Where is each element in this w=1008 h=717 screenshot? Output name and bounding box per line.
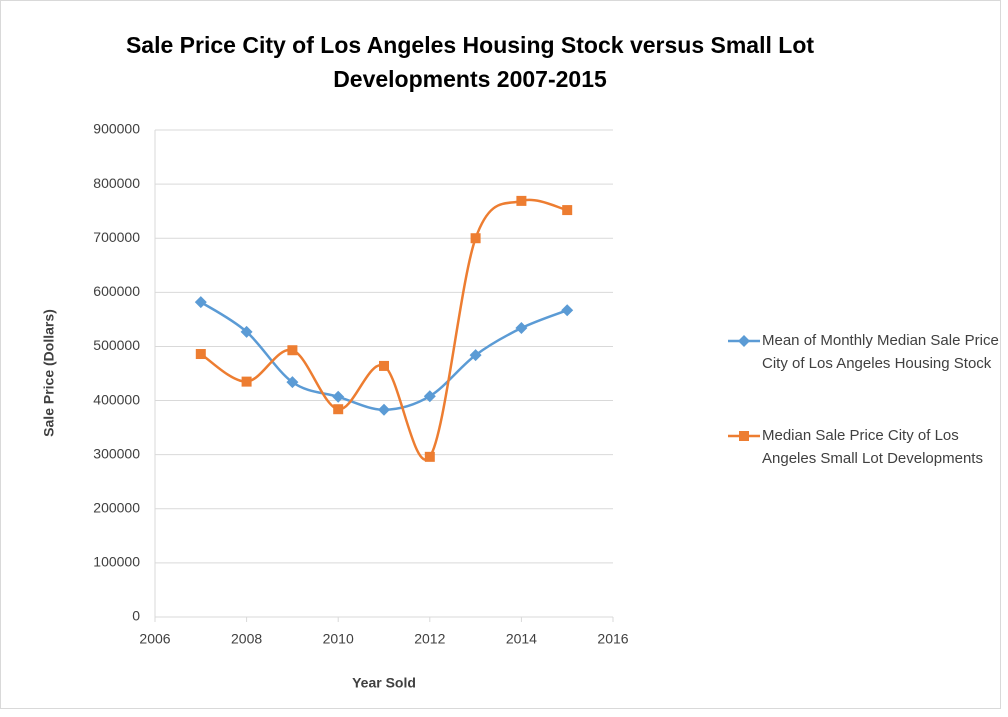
data-point <box>470 233 481 244</box>
data-point <box>332 390 345 403</box>
data-point <box>286 376 299 389</box>
data-point <box>241 376 252 387</box>
data-point <box>561 304 574 317</box>
y-tick-label: 200000 <box>93 499 140 515</box>
data-point <box>194 296 207 309</box>
y-tick-label: 300000 <box>93 445 140 461</box>
series-line <box>200 198 568 461</box>
legend-marker <box>738 335 750 347</box>
data-point <box>378 403 390 416</box>
x-tick-label: 2006 <box>139 631 170 647</box>
x-axis-label: Year Sold <box>352 675 416 691</box>
y-axis-label: Sale Price (Dollars) <box>41 309 57 437</box>
data-point <box>195 349 206 360</box>
data-point <box>516 195 527 206</box>
y-tick-label: 800000 <box>93 175 140 191</box>
y-tick-label: 100000 <box>93 554 140 570</box>
data-point <box>240 325 253 338</box>
x-tick-label: 2016 <box>597 631 628 647</box>
y-tick-label: 900000 <box>93 121 140 137</box>
data-point <box>333 404 344 415</box>
x-tick-label: 2010 <box>323 631 354 647</box>
data-point <box>469 349 482 362</box>
x-tick-label: 2012 <box>414 631 445 647</box>
data-point <box>424 451 435 462</box>
data-point <box>515 322 528 335</box>
legend-label: Mean of Monthly Median Sale Price City o… <box>762 332 999 372</box>
legend-marker <box>739 431 749 441</box>
data-point <box>287 345 298 356</box>
y-tick-label: 500000 <box>93 337 140 353</box>
y-tick-label: 400000 <box>93 391 140 407</box>
data-point <box>423 390 436 403</box>
chart-title: Sale Price City of Los Angeles Housing S… <box>125 32 815 92</box>
data-point <box>562 205 573 216</box>
x-tick-label: 2008 <box>231 631 262 647</box>
y-tick-label: 0 <box>132 608 140 624</box>
x-tick-label: 2014 <box>506 631 537 647</box>
y-tick-label: 700000 <box>93 229 140 245</box>
data-point <box>379 360 389 371</box>
legend-label: Median Sale Price City of Los Angeles Sm… <box>762 427 983 467</box>
y-tick-label: 600000 <box>93 283 140 299</box>
